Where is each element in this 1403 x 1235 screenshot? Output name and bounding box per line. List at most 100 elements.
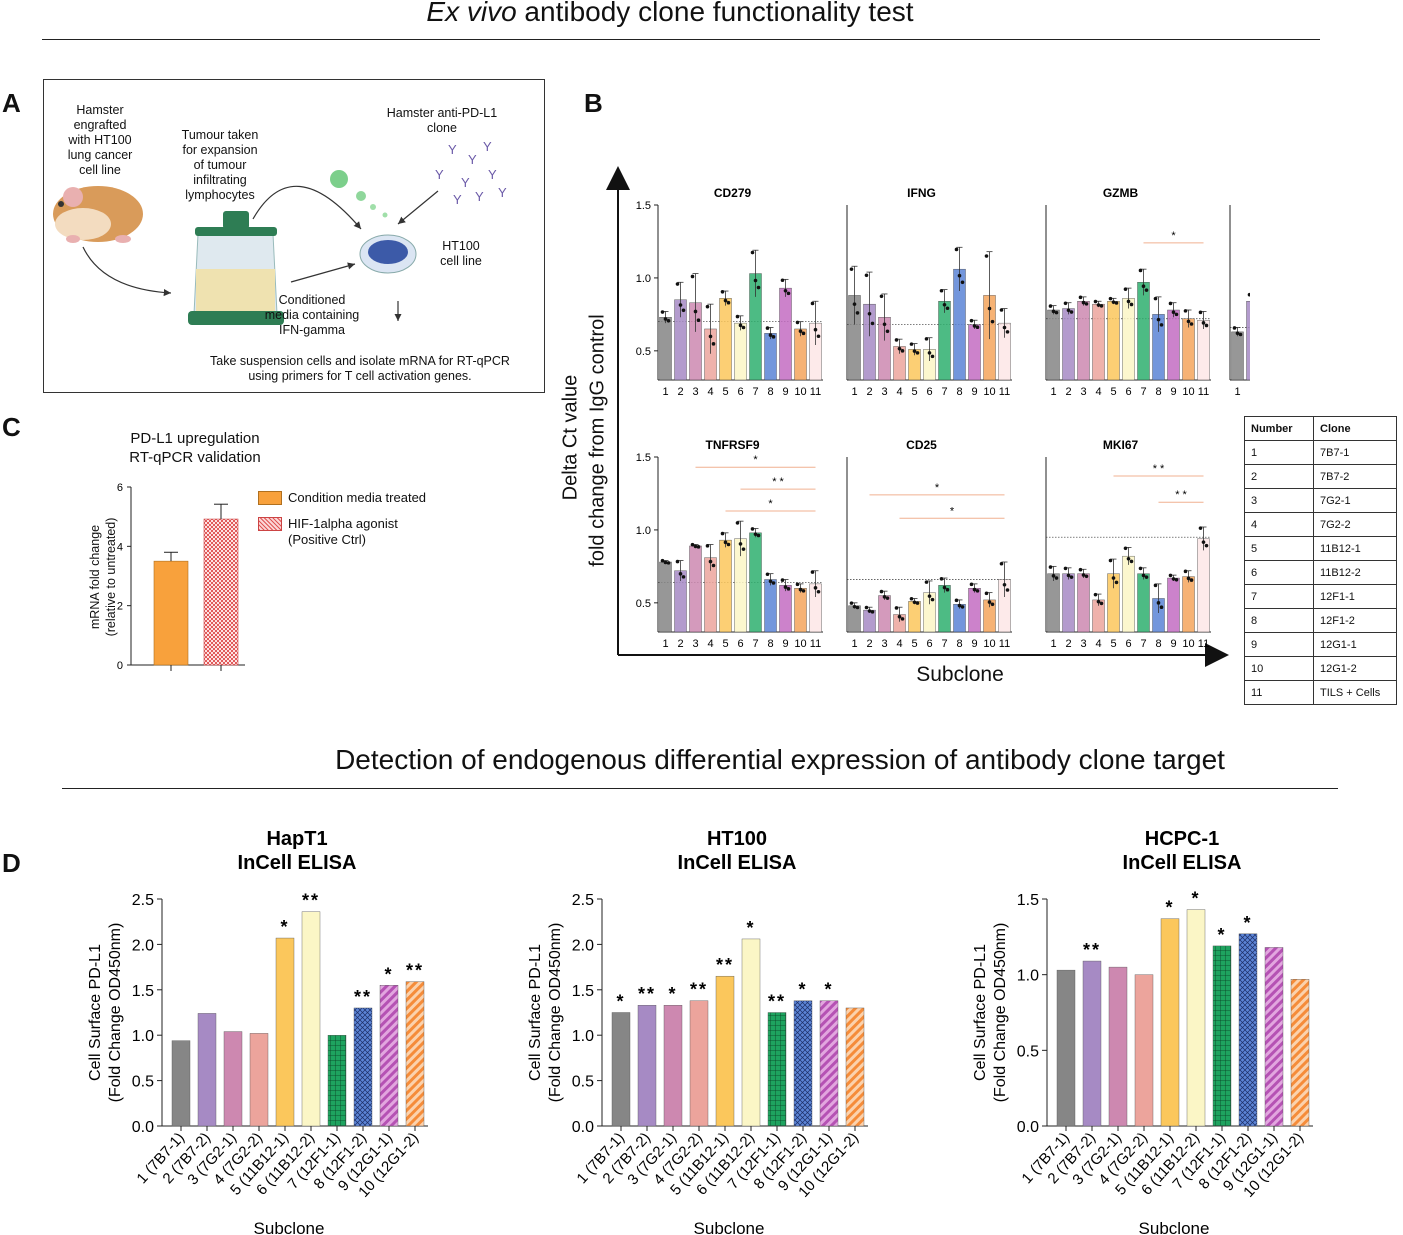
data-point <box>972 587 977 592</box>
y-tick-label: 6 <box>117 482 123 494</box>
bar-10 <box>1182 318 1195 381</box>
clone-table-row: 11 TILS + Cells <box>1244 680 1397 705</box>
data-point <box>810 570 815 574</box>
data-point <box>1153 296 1158 301</box>
significance-stars: * <box>753 454 758 466</box>
bar-4-7g2-2 <box>1134 974 1154 1127</box>
bar-2-7b7-2 <box>1082 960 1102 1127</box>
clone-table-row: 9 12G1-1 <box>1244 632 1397 657</box>
x-tick-label: 1 <box>662 386 668 398</box>
y-tick-label: 0 <box>117 660 123 672</box>
x-tick-label: 7 <box>941 386 947 398</box>
bar-5 <box>719 539 732 633</box>
data-point <box>666 561 671 565</box>
data-point <box>723 540 728 545</box>
data-point <box>726 300 731 305</box>
significance-stars: * <box>1171 230 1176 242</box>
data-point <box>930 597 935 602</box>
data-point <box>1069 310 1074 314</box>
header-top: Ex vivo antibody clone functionality tes… <box>0 0 1340 28</box>
header-bottom-rule <box>62 788 1338 789</box>
data-point <box>1144 288 1149 292</box>
data-point <box>1066 573 1071 578</box>
data-point <box>849 601 854 605</box>
x-tick-label: 3 <box>692 386 698 398</box>
data-point <box>681 308 686 313</box>
x-tick-label: 4 <box>707 638 713 650</box>
data-point <box>735 521 740 525</box>
data-point <box>1129 559 1134 564</box>
x-tick-label: 5 <box>1110 386 1116 398</box>
petri-dish <box>359 234 417 274</box>
svg-text:Y: Y <box>498 185 507 200</box>
data-point <box>852 604 857 609</box>
data-point <box>756 285 761 290</box>
svg-text:Y: Y <box>488 167 497 182</box>
clone-table-row: 1 7B7-1 <box>1244 440 1397 465</box>
data-point <box>1198 526 1203 530</box>
data-point <box>1138 566 1143 571</box>
data-point <box>1159 605 1164 610</box>
data-point <box>1186 319 1191 324</box>
data-point <box>867 311 872 316</box>
data-point <box>1138 268 1143 273</box>
data-point <box>696 318 701 323</box>
data-point <box>1005 588 1010 592</box>
clone-number: 4 <box>1244 512 1314 537</box>
y-tick-label: 1.0 <box>636 525 651 537</box>
bar-1-7b7-1 <box>171 1040 191 1127</box>
svg-text:Y: Y <box>448 142 457 157</box>
x-tick-label: 1 <box>1234 386 1240 398</box>
panel-a-bottom-label: Take suspension cells and isolate mRNA f… <box>210 354 510 383</box>
data-point <box>912 349 917 353</box>
clone-number: 1 <box>1244 440 1314 465</box>
clone-number: 11 <box>1244 680 1314 705</box>
panel-a-tumour-label: Tumour taken for expansion of tumour inf… <box>181 128 259 202</box>
data-point <box>984 591 989 596</box>
bar-9-12g1-1 <box>379 985 399 1127</box>
data-point <box>768 333 773 337</box>
bar-6-11b12-2 <box>301 911 321 1127</box>
data-point <box>771 581 776 585</box>
y-axis-label-line-1: Cell Surface PD-L1 <box>527 944 544 1081</box>
data-point <box>864 273 869 278</box>
data-point <box>849 267 854 271</box>
subplot-title: IFNG <box>907 186 936 200</box>
clone-table-header-clone: Clone <box>1313 416 1397 441</box>
chart-title-line-2: InCell ELISA <box>1123 852 1242 874</box>
clone-number: 10 <box>1244 656 1314 681</box>
bar-6 <box>734 322 747 381</box>
data-point <box>768 579 773 584</box>
significance-stars: * <box>824 980 833 1000</box>
data-point <box>708 559 713 564</box>
data-point <box>1168 573 1173 578</box>
x-tick-label: 7 <box>1140 386 1146 398</box>
x-tick-label: 11 <box>999 638 1010 650</box>
data-point <box>1204 323 1209 328</box>
panel-c-chart-area: 0 2 4 6 <box>117 482 245 672</box>
y-tick-label: 2.0 <box>572 937 594 954</box>
data-point <box>711 342 716 346</box>
x-tick-label: 3 <box>881 638 887 650</box>
data-point <box>816 334 821 339</box>
chart-title-line-1: HCPC-1 <box>1145 828 1219 850</box>
x-tick-label: 5 <box>911 386 917 398</box>
data-point <box>897 346 902 351</box>
bar-6-11b12-2 <box>1186 909 1206 1127</box>
x-tick-label: 1 <box>1050 638 1056 650</box>
bar-1 <box>848 605 861 633</box>
x-tick-label: 2 <box>866 386 872 398</box>
clone-name: 12G1-2 <box>1313 656 1397 681</box>
panel-c-title-1: PD-L1 upregulation <box>130 430 260 447</box>
significance-stars: * * <box>1153 463 1165 475</box>
data-point <box>801 589 806 593</box>
significance-stars: * * <box>772 476 784 488</box>
x-tick-label: 11 <box>1198 386 1209 398</box>
x-tick-label: 8 <box>956 386 962 398</box>
bar-9 <box>968 324 981 381</box>
data-point <box>1048 565 1053 569</box>
bar-8 <box>764 333 777 381</box>
data-point <box>753 532 758 536</box>
